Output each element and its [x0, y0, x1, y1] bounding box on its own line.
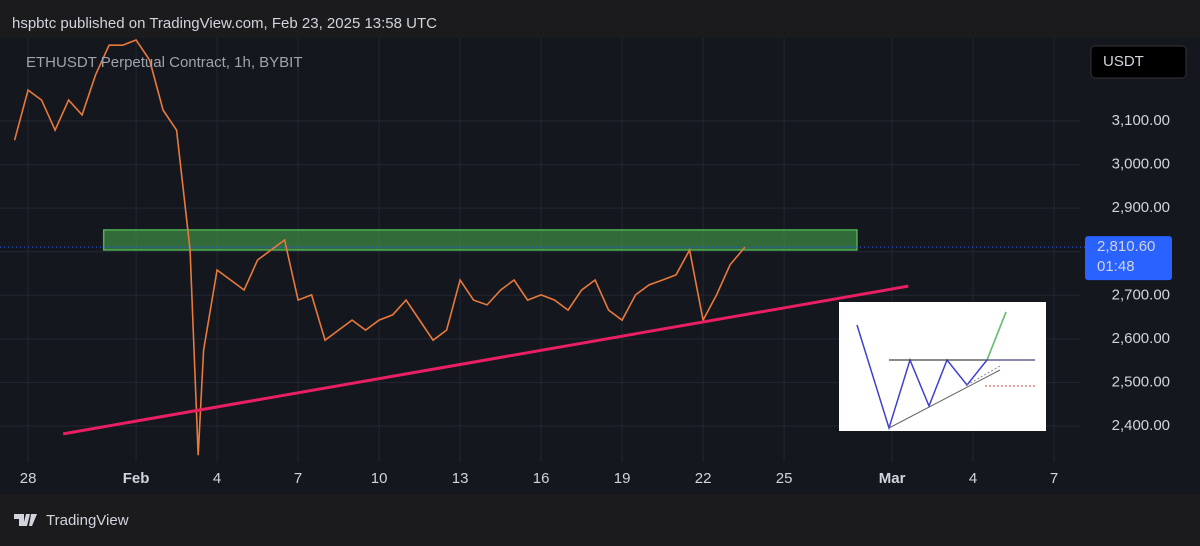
y-tick-label: 2,700.00 [1112, 286, 1170, 303]
plot: 2,400.002,500.002,600.002,700.002,800.00… [0, 38, 1170, 487]
last-price-label: 2,810.60 [1097, 238, 1155, 255]
chart-title: ETHUSDT Perpetual Contract, 1h, BYBIT [26, 54, 303, 71]
tv-logo [14, 514, 37, 526]
x-tick-label: 19 [614, 470, 631, 487]
x-tick-label: 4 [969, 470, 977, 487]
countdown: 01:48 [1097, 258, 1135, 275]
x-tick-label: 4 [213, 470, 221, 487]
price-line [13, 38, 746, 456]
trendline [62, 284, 909, 436]
footer: TradingView [46, 512, 129, 529]
x-tick-label: 22 [695, 470, 712, 487]
y-tick-label: 3,000.00 [1112, 156, 1170, 173]
x-tick-label: 13 [452, 470, 469, 487]
x-tick-label: 7 [294, 470, 302, 487]
y-tick-label: 2,400.00 [1112, 417, 1170, 434]
x-tick-label: Feb [123, 470, 150, 487]
x-tick-label: 10 [371, 470, 388, 487]
x-tick-label: 16 [533, 470, 550, 487]
x-tick-label: Mar [879, 470, 906, 487]
pattern-inset [839, 302, 1046, 431]
y-tick-label: 3,100.00 [1112, 112, 1170, 129]
currency[interactable]: USDT [1103, 53, 1144, 70]
y-tick-label: 2,600.00 [1112, 330, 1170, 347]
y-tick-label: 2,500.00 [1112, 373, 1170, 390]
x-tick-label: 25 [776, 470, 793, 487]
currency-box[interactable] [1090, 45, 1187, 79]
last-price-box [1085, 236, 1172, 281]
y-tick-label: 2,900.00 [1112, 199, 1170, 216]
zone [102, 229, 858, 251]
header: hspbtc published on TradingView.com, Feb… [12, 15, 437, 32]
x-tick-label: 7 [1050, 470, 1058, 487]
x-tick-label: 28 [20, 470, 37, 487]
